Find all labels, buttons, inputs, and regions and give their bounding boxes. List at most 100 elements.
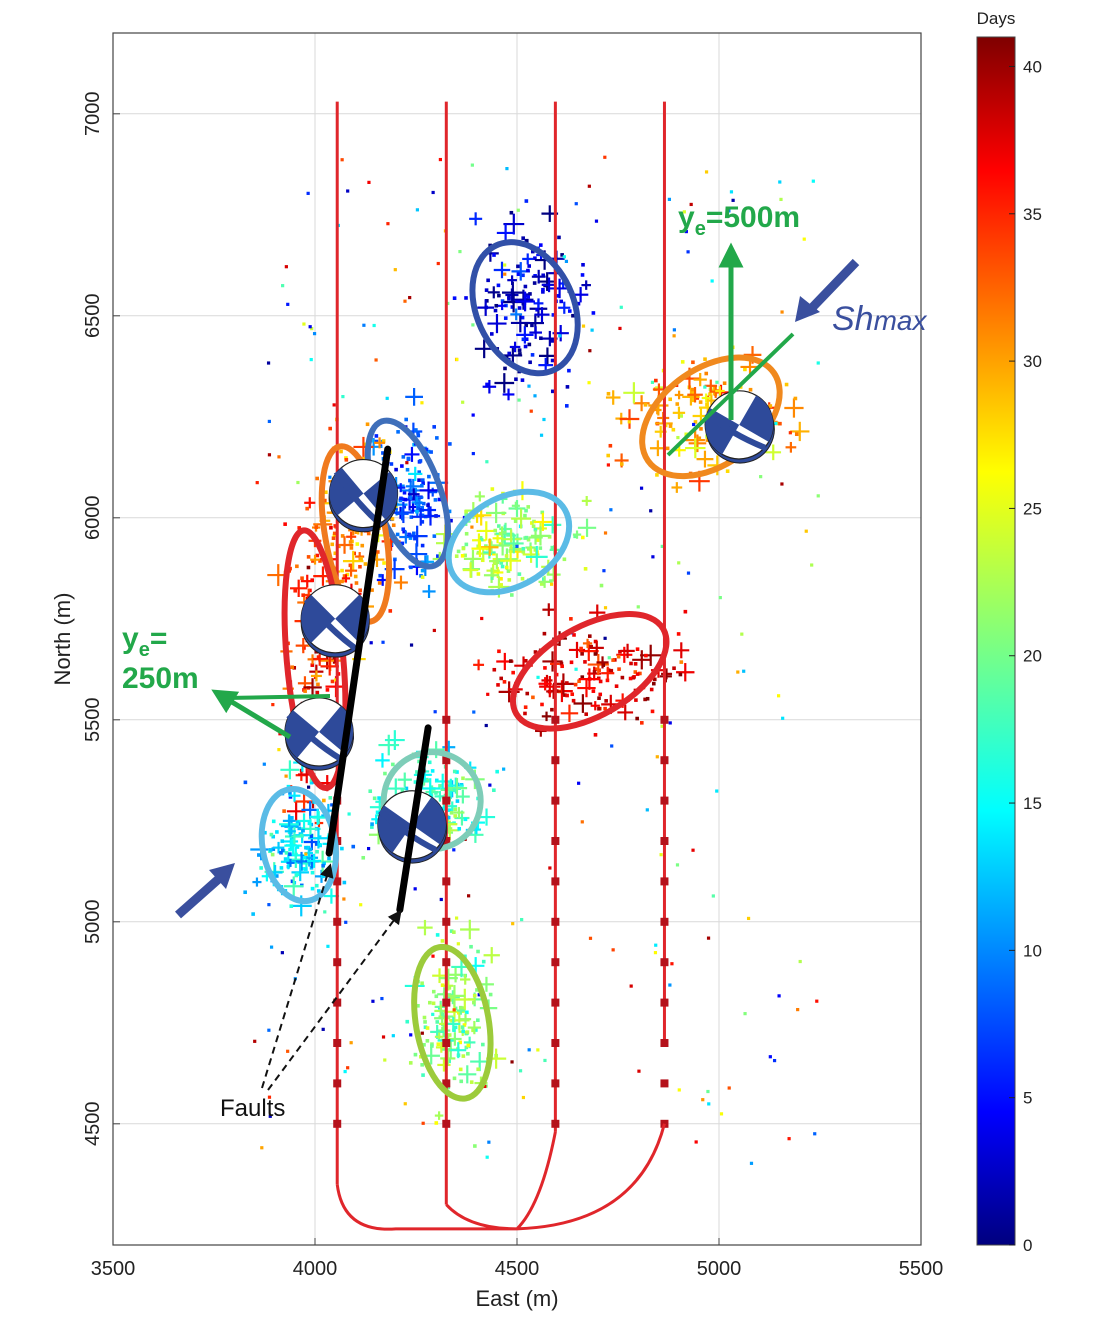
event-marker [284, 825, 296, 837]
event-marker [515, 291, 535, 312]
event-dot [536, 675, 540, 679]
event-dot [288, 852, 292, 856]
colorbar-tick-label: 20 [1023, 647, 1042, 666]
svg-text:Shmax: Shmax [832, 300, 927, 338]
event-marker [502, 388, 515, 401]
event-dot [542, 417, 546, 422]
event-dot [485, 299, 489, 303]
perforation-stage [551, 998, 560, 1007]
event-dot [550, 389, 555, 394]
event-marker [397, 772, 412, 787]
event-dot [464, 531, 469, 536]
event-dot [296, 480, 300, 485]
event-marker [458, 1065, 477, 1084]
event-dot [564, 404, 569, 408]
event-dot [559, 299, 564, 304]
event-dot [361, 855, 366, 860]
event-dot [636, 605, 640, 609]
event-dot [676, 435, 680, 440]
event-dot [689, 202, 693, 207]
event-dot [628, 676, 633, 681]
event-dot [492, 788, 496, 792]
event-dot [778, 421, 782, 426]
event-dot [461, 1006, 465, 1010]
event-dot [471, 451, 475, 456]
event-dot [263, 830, 267, 835]
event-dot [517, 547, 522, 552]
event-dot [579, 646, 583, 651]
event-marker [408, 466, 423, 482]
event-dot [420, 543, 425, 548]
event-dot [532, 281, 537, 285]
event-dot [395, 532, 400, 537]
event-marker [508, 500, 526, 517]
event-dot [520, 917, 524, 922]
event-marker [434, 791, 446, 802]
event-marker [405, 387, 423, 406]
event-dot [677, 561, 681, 565]
event-dot [489, 332, 494, 336]
event-marker [509, 341, 521, 353]
x-tick-label: 4000 [293, 1258, 338, 1280]
event-dot [329, 525, 333, 530]
event-dot [271, 847, 276, 851]
event-dot [620, 675, 625, 680]
event-dot [300, 576, 304, 580]
event-marker [676, 663, 695, 682]
event-marker [301, 801, 319, 819]
event-dot [300, 854, 305, 859]
event-dot [528, 292, 532, 296]
event-dot [654, 378, 658, 383]
event-dot [727, 1086, 731, 1090]
event-dot [635, 647, 640, 651]
event-dot [542, 631, 547, 636]
event-dot [341, 394, 345, 399]
event-dot [257, 853, 261, 857]
event-dot [366, 531, 371, 536]
event-marker [422, 584, 436, 598]
event-dot [651, 681, 656, 686]
event-dot [606, 453, 611, 458]
event-dot [337, 544, 341, 549]
event-dot [422, 1043, 426, 1047]
event-marker [572, 530, 582, 539]
event-marker [463, 549, 483, 568]
event-marker [534, 307, 550, 323]
event-dot [581, 262, 585, 267]
event-dot [420, 575, 425, 579]
event-dot [431, 190, 435, 195]
event-dot [447, 509, 452, 514]
x-tick-label: 5000 [697, 1258, 742, 1280]
event-dot [565, 385, 570, 389]
event-dot [645, 808, 649, 812]
faults-label: Faults [220, 1095, 285, 1122]
event-dot [643, 697, 647, 702]
event-dot [499, 583, 503, 587]
event-marker [286, 858, 295, 867]
event-dot [434, 791, 438, 795]
event-dot [408, 533, 412, 538]
event-dot [543, 666, 547, 670]
event-dot [267, 1028, 271, 1032]
event-marker [538, 347, 556, 365]
event-marker [573, 694, 593, 713]
event-dot [455, 357, 459, 362]
event-dot [431, 989, 436, 994]
event-dot [295, 872, 300, 876]
event-dot [616, 654, 621, 659]
event-dot [684, 432, 689, 437]
event-dot [354, 581, 359, 585]
event-dot [598, 679, 603, 684]
event-dot [436, 1042, 441, 1046]
event-dot [530, 353, 535, 357]
event-dot [420, 483, 424, 488]
event-dot [301, 867, 306, 871]
event-dot [784, 382, 789, 387]
perforation-stage [660, 756, 669, 765]
event-marker [476, 521, 496, 541]
event-dot [571, 698, 576, 703]
event-dot [449, 995, 454, 999]
event-dot [523, 284, 528, 289]
event-marker [300, 574, 314, 588]
event-dot [531, 524, 536, 529]
